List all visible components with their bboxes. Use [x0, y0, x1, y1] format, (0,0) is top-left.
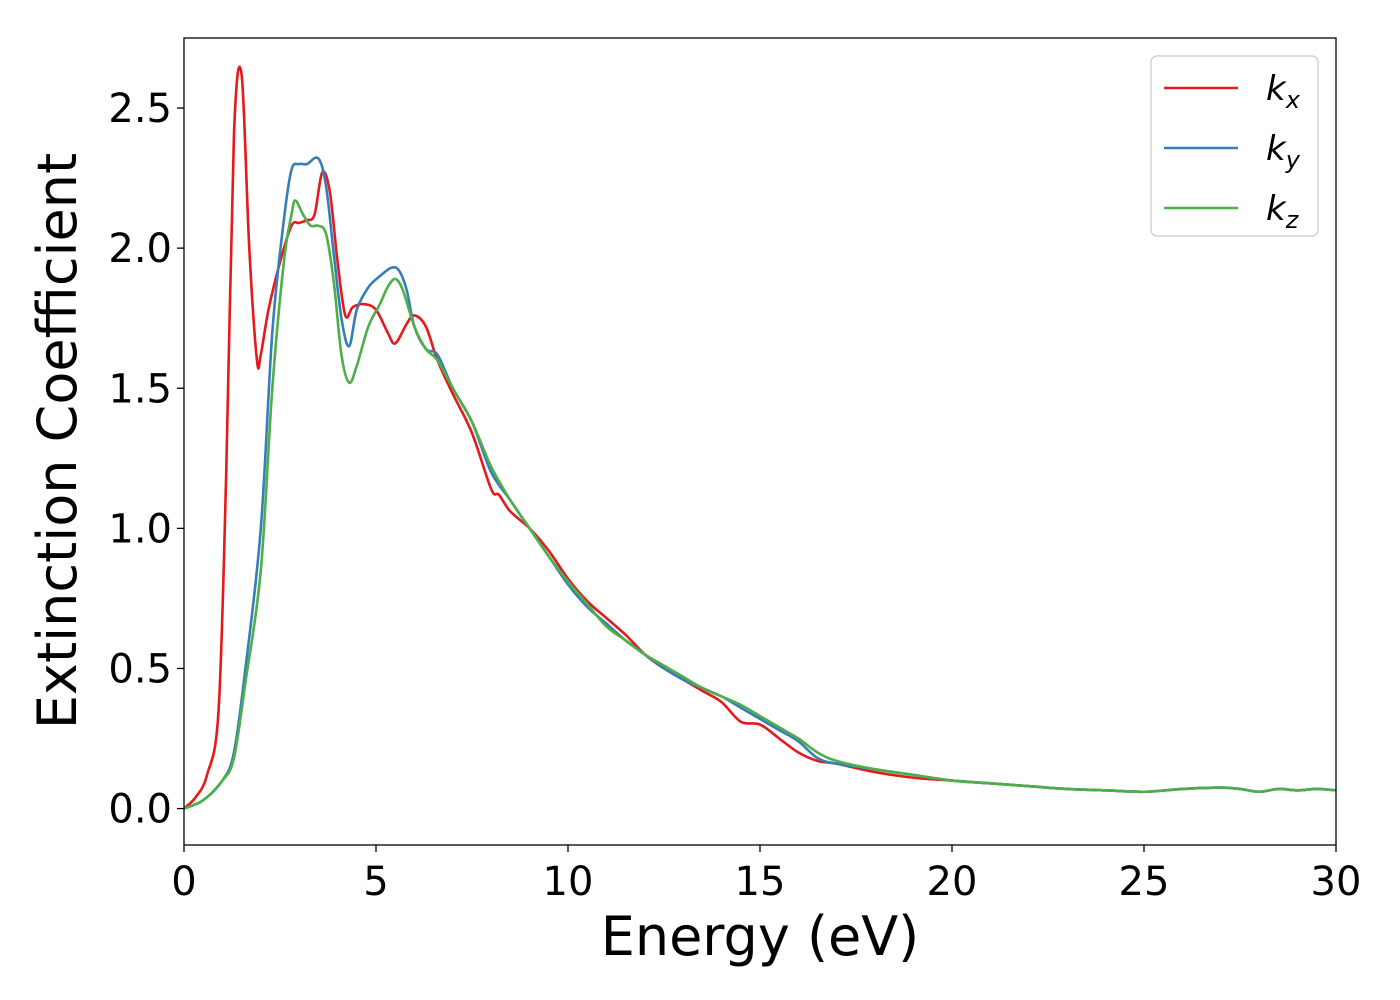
x-axis-label: Energy (eV) — [601, 905, 920, 968]
legend-label-main: k — [1266, 189, 1287, 229]
legend-label-main: k — [1266, 129, 1287, 169]
legend-label-subscript: z — [1285, 206, 1300, 234]
legend-frame — [1150, 55, 1319, 237]
legend-label-subscript: x — [1285, 86, 1301, 114]
legend-label-subscript: y — [1285, 146, 1301, 174]
x-tick-label: 10 — [543, 859, 594, 905]
x-tick-label: 5 — [363, 859, 388, 905]
series-layer — [184, 65, 1336, 810]
y-tick-label: 0.5 — [108, 646, 172, 692]
y-tick-label: 2.0 — [108, 226, 172, 272]
y-axis-ticks: 0.0 0.5 1.0 1.5 2.0 2.5 — [108, 86, 184, 833]
x-tick-label: 0 — [171, 859, 196, 905]
x-tick-label: 25 — [1119, 859, 1170, 905]
y-tick-label: 2.5 — [108, 86, 172, 132]
x-tick-label: 20 — [927, 859, 978, 905]
x-axis-ticks: 0 5 10 15 20 25 30 — [171, 845, 1361, 905]
y-tick-label: 1.5 — [108, 366, 172, 412]
y-tick-label: 0.0 — [108, 787, 172, 833]
legend-label-kx: kx — [1266, 69, 1301, 114]
series-line-kz — [184, 199, 1336, 810]
x-tick-label: 15 — [735, 859, 786, 905]
y-axis-label: Extinction Coefficient — [26, 153, 89, 729]
y-tick-label: 1.0 — [108, 506, 172, 552]
series-line-ky — [184, 156, 1336, 810]
x-tick-label: 30 — [1311, 859, 1362, 905]
legend-label-ky: ky — [1266, 129, 1301, 174]
legend-label-kz: kz — [1266, 189, 1300, 234]
legend-label-main: k — [1266, 69, 1287, 109]
